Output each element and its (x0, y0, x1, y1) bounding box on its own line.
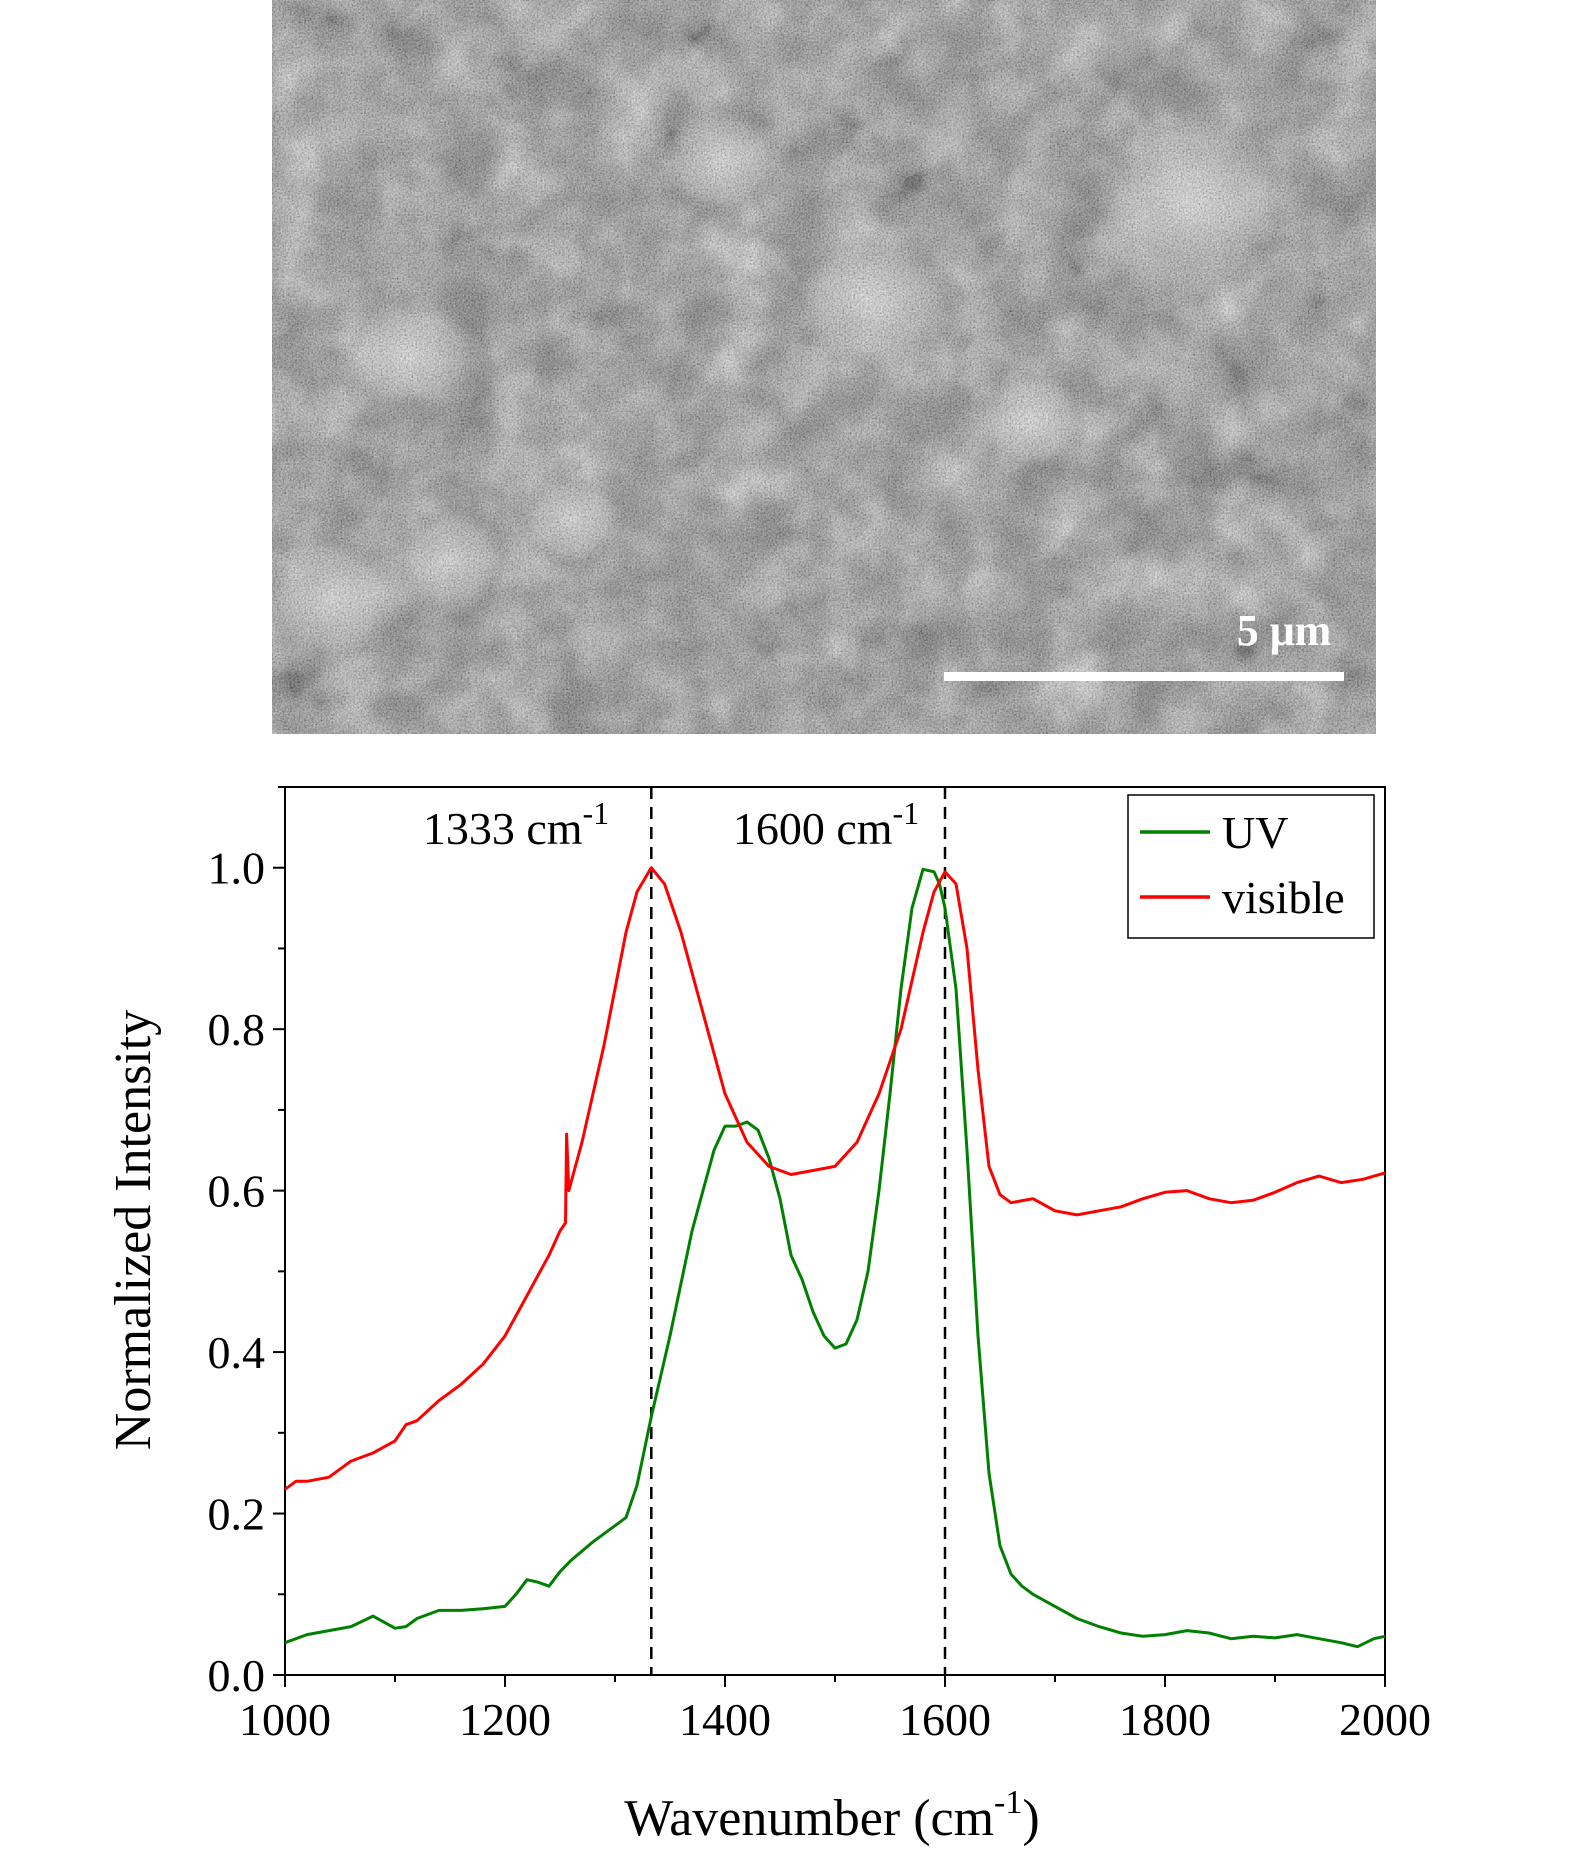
plot-area: 1000 1200 1400 1600 1800 2000 0.0 0.2 0.4 0.6 0.8 1… (208, 786, 1431, 1745)
x-tick-label-1600: 1600 (899, 1694, 991, 1745)
y-tick-label-0.4: 0.4 (208, 1327, 266, 1378)
x-tick-label-2000: 2000 (1339, 1694, 1431, 1745)
y-axis-title: Normalized Intensity (105, 1010, 162, 1450)
x-axis-title: Wavenumber (cm-1) (624, 1784, 1039, 1847)
annotation-1600: 1600 cm-1 (733, 795, 919, 854)
x-tick-label-1400: 1400 (679, 1694, 771, 1745)
sem-micrograph: 5 μm (272, 0, 1376, 734)
y-tick-label-0.8: 0.8 (208, 1004, 266, 1055)
legend-label-uv: UV (1222, 807, 1288, 858)
y-tick-label-0.6: 0.6 (208, 1166, 266, 1217)
y-tick-label-0.2: 0.2 (208, 1489, 266, 1540)
legend-label-visible: visible (1222, 872, 1345, 923)
scale-bar (944, 672, 1344, 681)
annotation-1333: 1333 cm-1 (423, 795, 609, 854)
legend-box (1127, 794, 1375, 939)
y-tick-label-0: 0.0 (208, 1650, 266, 1701)
x-tick-label-1800: 1800 (1119, 1694, 1211, 1745)
series-line-uv (284, 867, 1386, 1649)
series-line-visible (284, 866, 1386, 1491)
y-tick-label-1: 1.0 (208, 843, 266, 894)
x-tick-label-1200: 1200 (459, 1694, 551, 1745)
x-tick-label-1000: 1000 (239, 1694, 331, 1745)
scale-bar-label: 5 μm (1237, 606, 1332, 655)
legend: UV visible (1127, 794, 1375, 939)
